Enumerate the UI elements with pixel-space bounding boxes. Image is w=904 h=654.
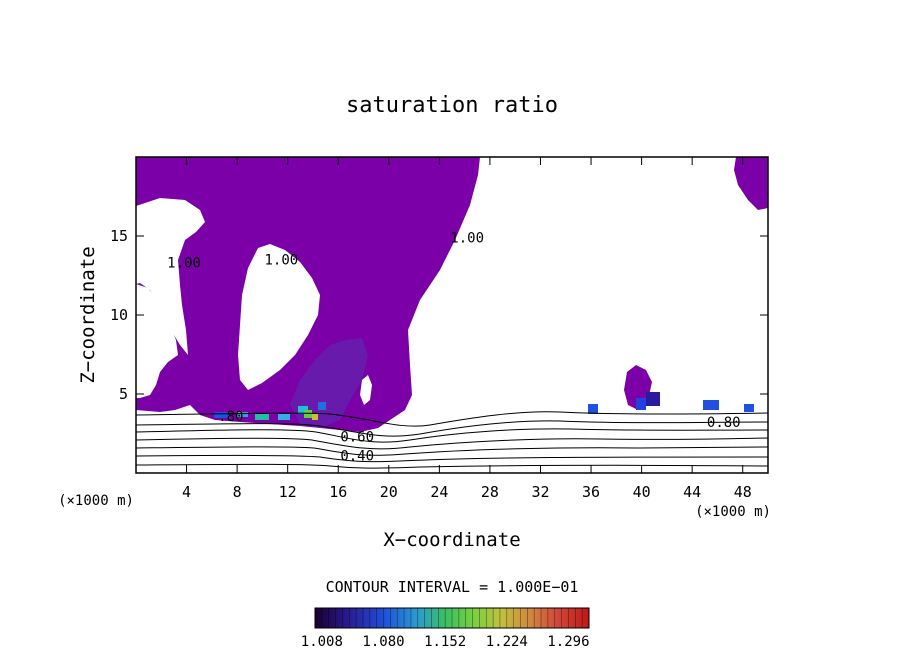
x-tick-label: 12	[279, 483, 297, 501]
colorbar-ticks: 1.008 1.080 1.152 1.224 1.296	[301, 634, 590, 650]
x-axis-ticks: 4 8 12 16 20 24 28 32 36 40 44 48	[182, 157, 752, 501]
contour-label: 1.00	[167, 256, 201, 272]
contour-label: 1.00	[450, 230, 484, 246]
contour-lines	[136, 411, 768, 469]
x-tick-label: 8	[233, 483, 242, 501]
colorbar-tick-label: 1.008	[301, 634, 343, 650]
x-tick-label: 28	[481, 483, 499, 501]
contour-label: 0.60	[340, 429, 374, 445]
colorbar-tick-label: 1.296	[547, 634, 589, 650]
y-axis-ticks: 5 10 15	[110, 227, 768, 403]
contour-label: 0.40	[340, 448, 374, 464]
contour-label: .80	[218, 409, 243, 425]
x-tick-label: 16	[329, 483, 347, 501]
y-tick-label: 5	[119, 385, 128, 403]
y-tick-label: 10	[110, 306, 128, 324]
contour-label: 0.80	[707, 415, 741, 431]
x-tick-label: 24	[430, 483, 448, 501]
x-tick-label: 32	[531, 483, 549, 501]
x-axis-label: X−coordinate	[383, 529, 520, 551]
x-tick-label: 4	[182, 483, 191, 501]
colorbar-tick-label: 1.080	[362, 634, 404, 650]
y-tick-label: 15	[110, 227, 128, 245]
x-tick-label: 40	[633, 483, 651, 501]
y-axis-label: Z−coordinate	[77, 246, 99, 383]
contour-interval-text: CONTOUR INTERVAL = 1.000E−01	[326, 578, 579, 596]
x-tick-label: 44	[683, 483, 701, 501]
colorbar-tick-label: 1.152	[424, 634, 466, 650]
colorbar-tick-label: 1.224	[486, 634, 528, 650]
colorbar-divisions	[321, 608, 583, 628]
x-tick-label: 20	[380, 483, 398, 501]
plot-area	[136, 157, 768, 473]
contour-label: 1.00	[265, 252, 299, 268]
x-unit-label: (×1000 m)	[695, 504, 771, 520]
chart-title: saturation ratio	[346, 93, 558, 118]
contour-labels: 1.00 1.00 1.00 0.80 0.60 0.40 .80	[167, 230, 740, 464]
supersaturated-region-right	[734, 157, 768, 210]
x-tick-label: 36	[582, 483, 600, 501]
y-unit-label: (×1000 m)	[58, 493, 134, 509]
x-tick-label: 48	[734, 483, 752, 501]
